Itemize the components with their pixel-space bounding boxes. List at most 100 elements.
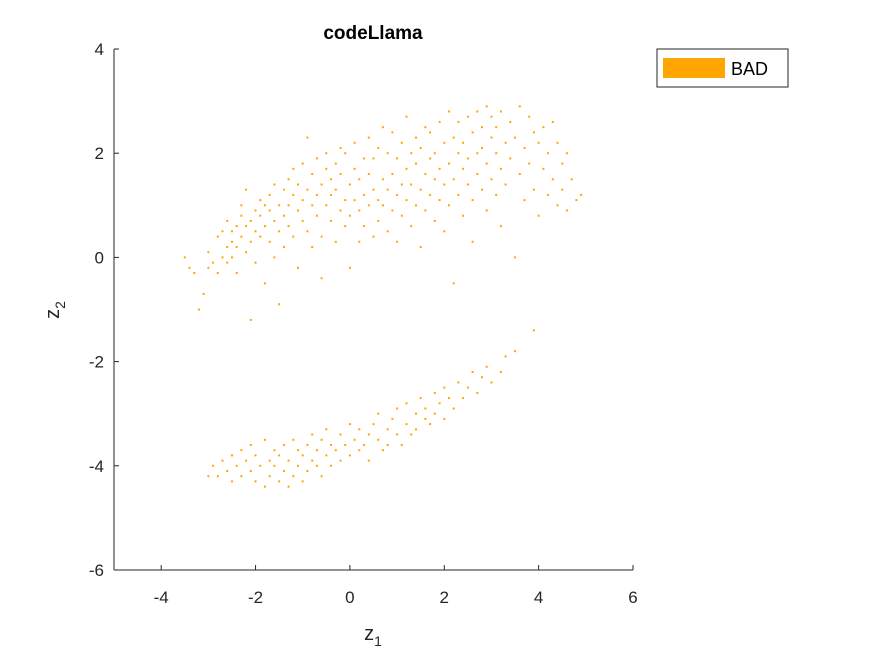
data-point (396, 193, 399, 196)
data-point (481, 188, 483, 191)
data-point (396, 157, 399, 160)
data-point (415, 428, 417, 431)
data-point (462, 397, 465, 400)
data-point (226, 219, 229, 222)
data-point (561, 162, 564, 165)
data-point (386, 152, 389, 155)
x-tick-label: -4 (154, 588, 169, 607)
data-point (259, 235, 262, 238)
data-point (315, 449, 318, 452)
data-point (292, 167, 295, 170)
data-point (320, 475, 323, 478)
data-point (240, 449, 243, 452)
data-point (334, 449, 337, 452)
data-point (339, 209, 342, 212)
data-point (443, 141, 446, 144)
data-point (264, 485, 266, 488)
data-point (457, 381, 460, 384)
data-point (537, 214, 540, 217)
data-point (429, 157, 432, 160)
data-point (297, 449, 299, 452)
data-point (466, 115, 469, 118)
data-point (405, 115, 408, 118)
data-point (481, 126, 483, 129)
data-point (528, 162, 531, 165)
x-tick-label: 2 (440, 588, 449, 607)
data-point (537, 141, 540, 144)
data-point (297, 464, 299, 467)
data-point (570, 178, 573, 181)
data-point (443, 417, 446, 420)
data-point (287, 459, 290, 462)
data-point (367, 459, 370, 462)
data-point (259, 214, 262, 217)
data-point (348, 454, 351, 457)
data-point (410, 433, 413, 436)
data-point (429, 193, 432, 196)
data-point (381, 178, 384, 181)
data-point (273, 256, 276, 259)
data-point (556, 141, 559, 144)
data-point (344, 444, 347, 446)
data-point (580, 193, 583, 196)
data-point (466, 386, 469, 389)
data-point (330, 444, 332, 446)
data-point (490, 136, 493, 139)
data-point (325, 428, 328, 431)
data-point (367, 204, 370, 207)
data-point (551, 120, 554, 123)
data-point (216, 272, 219, 274)
data-point (249, 470, 252, 472)
data-point (348, 423, 351, 426)
data-point (278, 204, 281, 207)
data-point (396, 433, 399, 436)
legend: BAD (656, 48, 789, 88)
data-point (433, 219, 436, 222)
x-axis-label: z1 (364, 623, 382, 649)
data-point (249, 240, 252, 243)
data-point (481, 147, 483, 149)
data-point (348, 183, 351, 186)
data-point (207, 251, 210, 254)
data-point (311, 459, 314, 462)
data-point (499, 110, 502, 113)
data-point (245, 251, 248, 254)
x-axis-label-base: z (364, 623, 374, 645)
data-point (268, 193, 271, 196)
data-point (396, 407, 399, 410)
data-point (405, 423, 408, 426)
data-point (273, 464, 276, 467)
data-point (476, 110, 479, 113)
data-point (466, 183, 469, 186)
data-point (334, 188, 337, 191)
data-point (193, 272, 196, 274)
x-axis-label-subscript: 1 (374, 633, 382, 649)
data-point (264, 204, 266, 207)
data-point (391, 131, 394, 134)
data-point (240, 204, 243, 207)
data-point (419, 246, 422, 248)
data-point (273, 449, 276, 452)
data-point (268, 475, 271, 478)
data-point (485, 209, 488, 212)
data-point (320, 438, 323, 441)
data-point (400, 183, 403, 186)
data-point (226, 261, 229, 264)
data-point (207, 266, 210, 269)
data-point (325, 152, 328, 155)
data-point (438, 402, 441, 405)
data-point (448, 397, 450, 400)
data-point (264, 438, 266, 441)
data-point (528, 115, 531, 118)
data-point (254, 209, 257, 212)
data-point (339, 147, 342, 149)
data-point (297, 266, 299, 269)
data-point (556, 204, 559, 207)
data-point (301, 199, 304, 202)
data-point (462, 214, 465, 217)
data-point (292, 438, 295, 441)
data-point (212, 261, 215, 264)
data-point (391, 417, 394, 420)
data-point (575, 199, 578, 202)
data-point (301, 480, 304, 483)
